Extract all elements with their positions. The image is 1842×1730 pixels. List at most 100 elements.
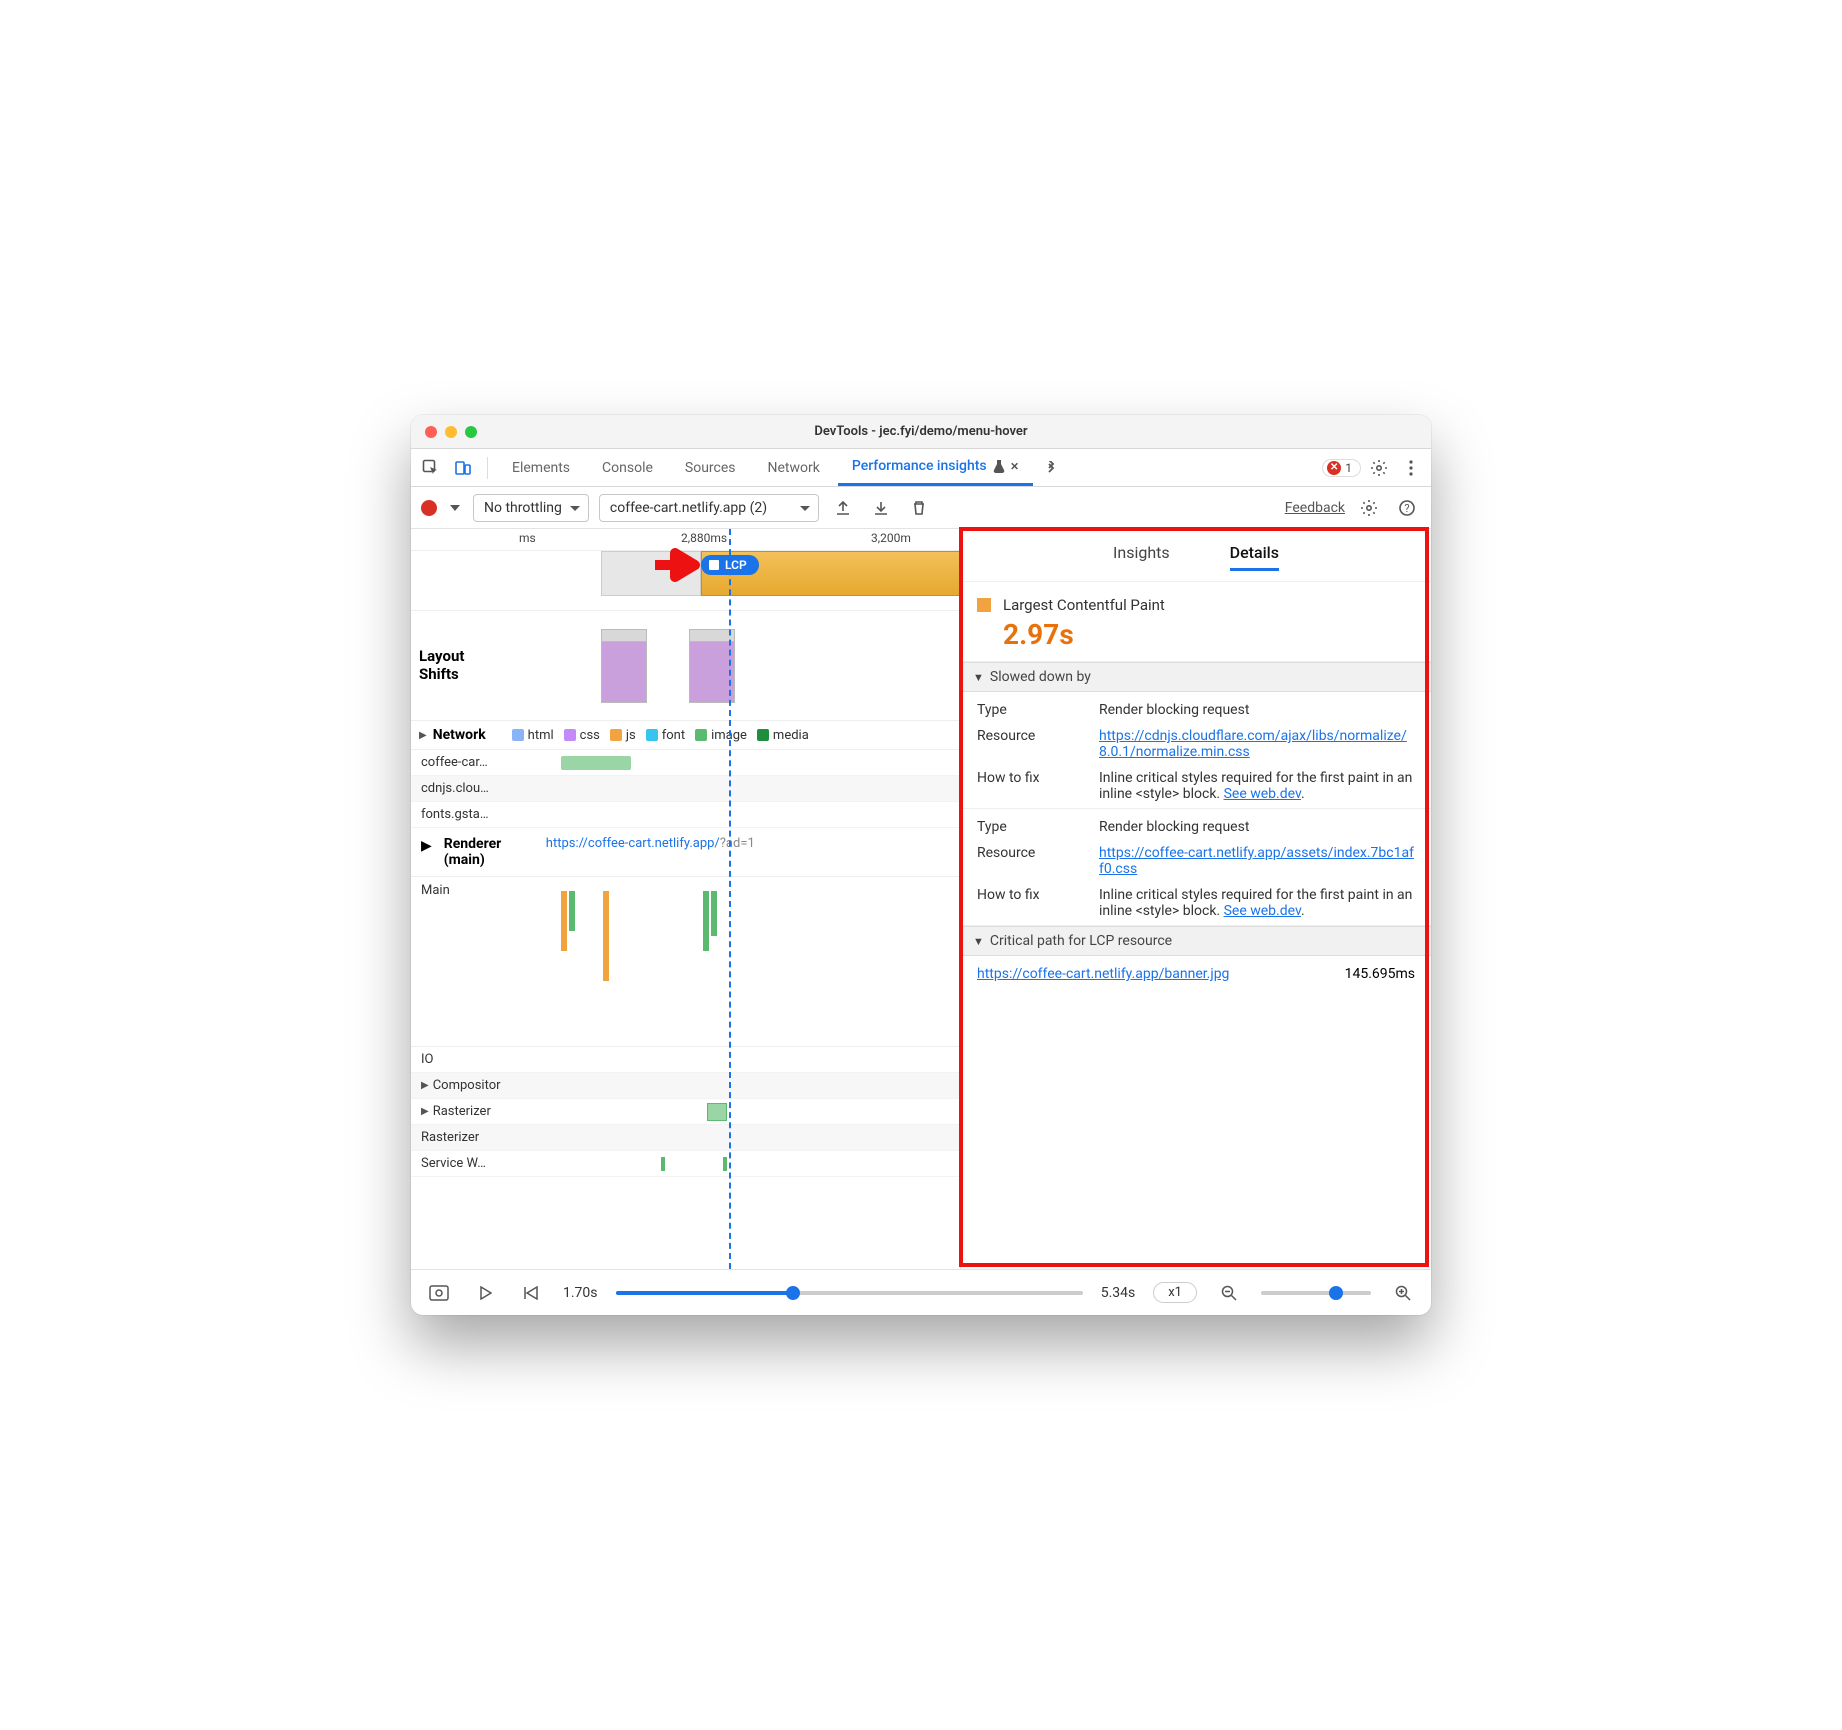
more-tabs-icon[interactable] (1037, 454, 1065, 482)
devtools-window: DevTools - jec.fyi/demo/menu-hover Eleme… (411, 415, 1431, 1315)
flask-icon (993, 459, 1005, 473)
tab-console[interactable]: Console (588, 449, 667, 486)
task-bar (711, 891, 717, 936)
network-row-label: fonts.gsta… (421, 807, 489, 822)
ruler-tick: ms (519, 531, 536, 545)
tab-insights[interactable]: Insights (1113, 543, 1170, 571)
howto-link[interactable]: See web.dev (1224, 903, 1301, 919)
error-icon: ✕ (1327, 461, 1341, 475)
lcp-pill-icon (709, 560, 719, 570)
howto-link[interactable]: See web.dev (1224, 786, 1301, 802)
lcp-badge-icon (977, 598, 991, 612)
slowed-down-header[interactable]: ▼ Slowed down by (961, 662, 1431, 692)
network-row[interactable]: fonts.gsta… (411, 802, 960, 828)
zoom-in-icon[interactable] (1389, 1279, 1417, 1307)
import-icon[interactable] (867, 494, 895, 522)
renderer-section-header[interactable]: ▶ Renderer (main) https://coffee-cart.ne… (411, 828, 960, 877)
resource-link[interactable]: https://cdnjs.cloudflare.com/ajax/libs/n… (1099, 728, 1407, 760)
label-type: Type (977, 702, 1087, 718)
track-service-worker[interactable]: Service W… (411, 1151, 960, 1177)
legend-js: js (626, 728, 636, 743)
zoom-knob[interactable] (1329, 1286, 1343, 1300)
close-tab-icon[interactable]: × (1011, 457, 1019, 475)
network-row[interactable]: cdnjs.clou… (411, 776, 960, 802)
throttle-value: No throttling (484, 500, 562, 516)
renderer-url[interactable]: https://coffee-cart.netlify.app/?ad=1 (546, 836, 755, 851)
slowed-down-label: Slowed down by (990, 669, 1091, 685)
zoom-slider[interactable] (1261, 1291, 1371, 1295)
record-options-icon[interactable] (447, 494, 463, 522)
tab-elements[interactable]: Elements (498, 449, 584, 486)
close-window-button[interactable] (425, 426, 437, 438)
details-tabs: Insights Details (961, 529, 1431, 582)
main-tabs: Elements Console Sources Network Perform… (411, 449, 1431, 487)
help-icon[interactable]: ? (1393, 494, 1421, 522)
shift-thumbnail[interactable] (601, 629, 647, 703)
divider (487, 457, 488, 479)
label-resource: Resource (977, 845, 1087, 877)
renderer-url-query: ?ad=1 (720, 836, 755, 851)
playback-footer: 1.70s 5.34s x1 (411, 1269, 1431, 1315)
zoom-window-button[interactable] (465, 426, 477, 438)
minimize-window-button[interactable] (445, 426, 457, 438)
timeline-panel[interactable]: ms 2,880ms 3,200m LCP Layout Shifts (411, 529, 961, 1269)
details-panel: Insights Details Largest Contentful Pain… (961, 529, 1431, 1269)
network-legend: html css js font image media (512, 728, 809, 743)
network-row[interactable]: coffee-car… (411, 750, 960, 776)
slider-knob[interactable] (786, 1286, 800, 1300)
toggle-overlay-icon[interactable] (425, 1279, 453, 1307)
legend-css: css (580, 728, 600, 743)
track-label: IO (421, 1052, 433, 1067)
critical-path-link[interactable]: https://coffee-cart.netlify.app/banner.j… (977, 966, 1229, 982)
feedback-link[interactable]: Feedback (1285, 500, 1345, 516)
playback-slider[interactable] (616, 1291, 1083, 1295)
network-bar (561, 756, 631, 770)
record-button[interactable] (421, 500, 437, 516)
track-label: Compositor (433, 1078, 501, 1093)
time-end: 5.34s (1101, 1285, 1136, 1301)
layout-shifts-track: Layout Shifts (411, 611, 960, 721)
error-badge[interactable]: ✕ 1 (1322, 459, 1361, 477)
play-icon[interactable] (471, 1279, 499, 1307)
tab-performance-insights[interactable]: Performance insights × (838, 449, 1033, 486)
collapse-icon: ▼ (973, 671, 984, 684)
expand-icon: ▶ (419, 730, 427, 741)
throttle-select[interactable]: No throttling (473, 494, 589, 522)
network-section-header[interactable]: ▶ Network html css js font image media (411, 721, 960, 750)
critical-path-row: https://coffee-cart.netlify.app/banner.j… (961, 956, 1431, 992)
tab-label: Performance insights (852, 458, 987, 474)
settings-gear-icon[interactable] (1355, 494, 1383, 522)
sw-tick (661, 1157, 665, 1171)
main-body: ms 2,880ms 3,200m LCP Layout Shifts (411, 529, 1431, 1269)
raster-block (707, 1103, 727, 1121)
export-icon[interactable] (829, 494, 857, 522)
settings-icon[interactable] (1365, 454, 1393, 482)
device-toolbar-icon[interactable] (449, 454, 477, 482)
tab-details[interactable]: Details (1230, 543, 1279, 571)
tab-sources[interactable]: Sources (671, 449, 750, 486)
renderer-tracks: Main (411, 877, 960, 1047)
track-label: Service W… (421, 1156, 486, 1171)
delete-icon[interactable] (905, 494, 933, 522)
task-bar (561, 891, 567, 951)
resource-link[interactable]: https://coffee-cart.netlify.app/assets/i… (1099, 845, 1414, 877)
speed-pill[interactable]: x1 (1153, 1282, 1197, 1303)
time-start: 1.70s (563, 1285, 598, 1301)
value-type: Render blocking request (1099, 702, 1415, 718)
track-rasterizer-2[interactable]: Rasterizer (411, 1125, 960, 1151)
track-io[interactable]: IO (411, 1047, 960, 1073)
recording-select[interactable]: coffee-cart.netlify.app (2) (599, 494, 819, 522)
zoom-out-icon[interactable] (1215, 1279, 1243, 1307)
inspect-element-icon[interactable] (417, 454, 445, 482)
track-compositor[interactable]: ▶Compositor (411, 1073, 960, 1099)
lcp-pill[interactable]: LCP (701, 555, 759, 575)
kebab-menu-icon[interactable] (1397, 454, 1425, 482)
track-rasterizer[interactable]: ▶Rasterizer (411, 1099, 960, 1125)
layout-shifts-label: Layout Shifts (419, 647, 464, 683)
lcp-summary: Largest Contentful Paint 2.97s (961, 582, 1431, 662)
critical-path-header[interactable]: ▼ Critical path for LCP resource (961, 926, 1431, 956)
legend-media: media (773, 728, 809, 743)
error-count: 1 (1345, 461, 1352, 475)
rewind-icon[interactable] (517, 1279, 545, 1307)
tab-network[interactable]: Network (754, 449, 834, 486)
